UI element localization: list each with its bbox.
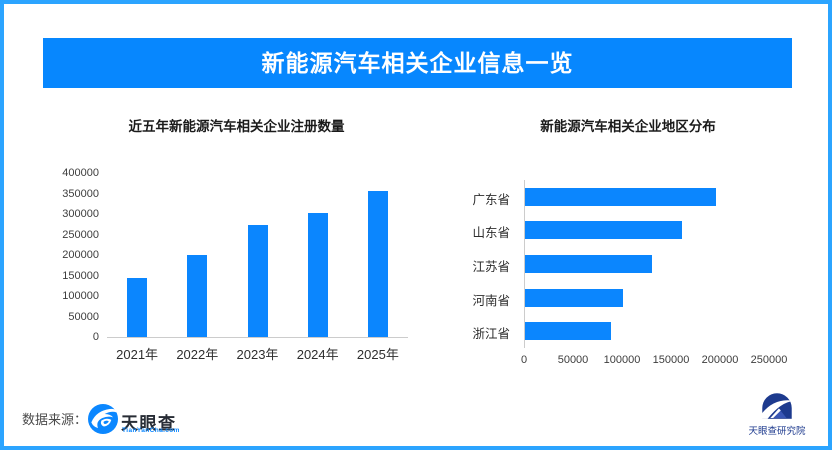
registration-bar-4 <box>367 191 388 337</box>
data-source-label: 数据来源： <box>22 412 88 427</box>
x-category-label: 2021年 <box>116 347 159 362</box>
y-tick-label: 300000 <box>62 208 99 220</box>
y-tick-label: 400000 <box>62 167 99 179</box>
region-bar-1 <box>525 221 682 240</box>
region-category-label: 江苏省 <box>472 260 510 274</box>
registration-bar-3 <box>307 213 328 337</box>
page-title: 新能源汽车相关企业信息一览 <box>43 38 792 88</box>
tianyancha-domain: TianYanCha.com <box>122 427 180 434</box>
x-tick-label: 200000 <box>701 354 739 366</box>
x-tick-label: 50000 <box>557 354 589 366</box>
x-category-label: 2022年 <box>176 347 219 362</box>
registration-bar-1 <box>187 255 208 337</box>
x-tick-label: 0 <box>520 354 528 366</box>
y-tick-label: 100000 <box>62 290 99 302</box>
x-category-label: 2023年 <box>236 347 279 362</box>
x-tick-label: 150000 <box>652 354 690 366</box>
region-category-label: 浙江省 <box>472 327 510 342</box>
registration-bar-0 <box>127 277 148 337</box>
registration-chart: 近五年新能源汽车相关企业注册数量 0 50000 100000 150000 20000… <box>43 108 430 378</box>
region-chart: 新能源汽车相关企业地区分布 广东省山东省江苏省河南省浙江省 0 50000 1000… <box>470 108 814 383</box>
y-tick-label: 200000 <box>62 249 99 261</box>
region-category-label: 山东省 <box>472 226 510 241</box>
region-bar-4 <box>525 322 612 341</box>
institute-name: 天眼查研究院 <box>748 426 806 437</box>
region-chart-title: 新能源汽车相关企业地区分布 <box>540 119 716 134</box>
y-tick-label: 50000 <box>68 310 99 323</box>
x-category-label: 2024年 <box>296 347 339 362</box>
registration-chart-title: 近五年新能源汽车相关企业注册数量 <box>128 119 345 134</box>
region-y-axis-line <box>524 180 525 348</box>
registration-x-axis-line <box>107 337 408 338</box>
region-bar-2 <box>525 255 653 273</box>
x-tick-label: 250000 <box>750 354 788 366</box>
institute-logo: 天眼查研究院 <box>745 393 809 438</box>
tianyancha-eye-icon <box>88 404 118 434</box>
x-tick-label: 100000 <box>603 354 641 366</box>
y-tick-label: 350000 <box>62 187 99 200</box>
registration-bar-2 <box>247 225 268 337</box>
institute-mountain-icon <box>758 393 796 422</box>
tianyancha-logo: 天眼查 TianYanCha.com <box>88 403 208 439</box>
region-category-label: 广东省 <box>472 192 510 207</box>
y-tick-label: 250000 <box>62 228 99 241</box>
region-bar-3 <box>525 288 623 307</box>
y-tick-label: 150000 <box>62 269 99 282</box>
x-category-label: 2025年 <box>356 347 399 362</box>
y-tick-label: 0 <box>92 331 99 343</box>
region-category-label: 河南省 <box>472 293 510 308</box>
region-bar-0 <box>525 187 717 206</box>
tianyancha-wordmark: 天眼查 <box>121 414 177 433</box>
